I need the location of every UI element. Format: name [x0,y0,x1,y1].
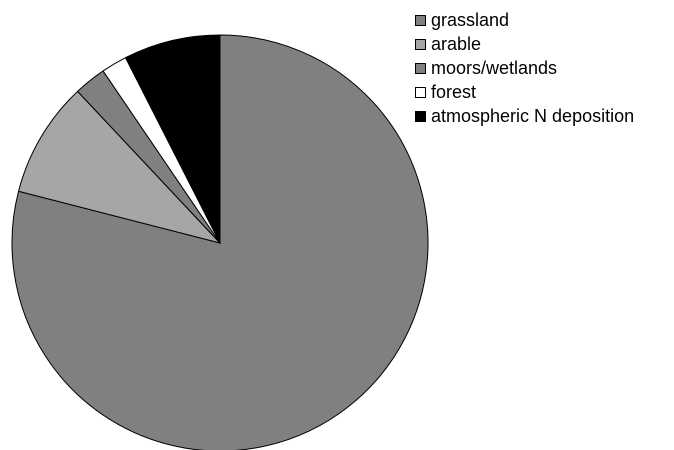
legend: grassland arable moors/wetlands forest atmos… [415,8,634,128]
legend-swatch [415,110,426,122]
pie-slice-atmospheric-n-deposition [124,34,221,244]
legend-label: arable [431,33,482,54]
legend-swatch [415,62,426,74]
legend-label: moors/wetlands [431,57,558,78]
pie-slice-arable [17,90,222,244]
legend-swatch [415,14,426,26]
legend-item: moors/wetlands [415,56,634,80]
legend-item: grassland [415,8,634,32]
legend-item: forest [415,80,634,104]
legend-label: grassland [431,9,510,30]
legend-swatch [415,86,426,98]
legend-item: atmospheric N deposition [415,104,634,128]
legend-label: forest [431,81,477,102]
legend-item: arable [415,32,634,56]
legend-label: atmospheric N deposition [431,105,635,126]
legend-swatch [415,38,426,50]
